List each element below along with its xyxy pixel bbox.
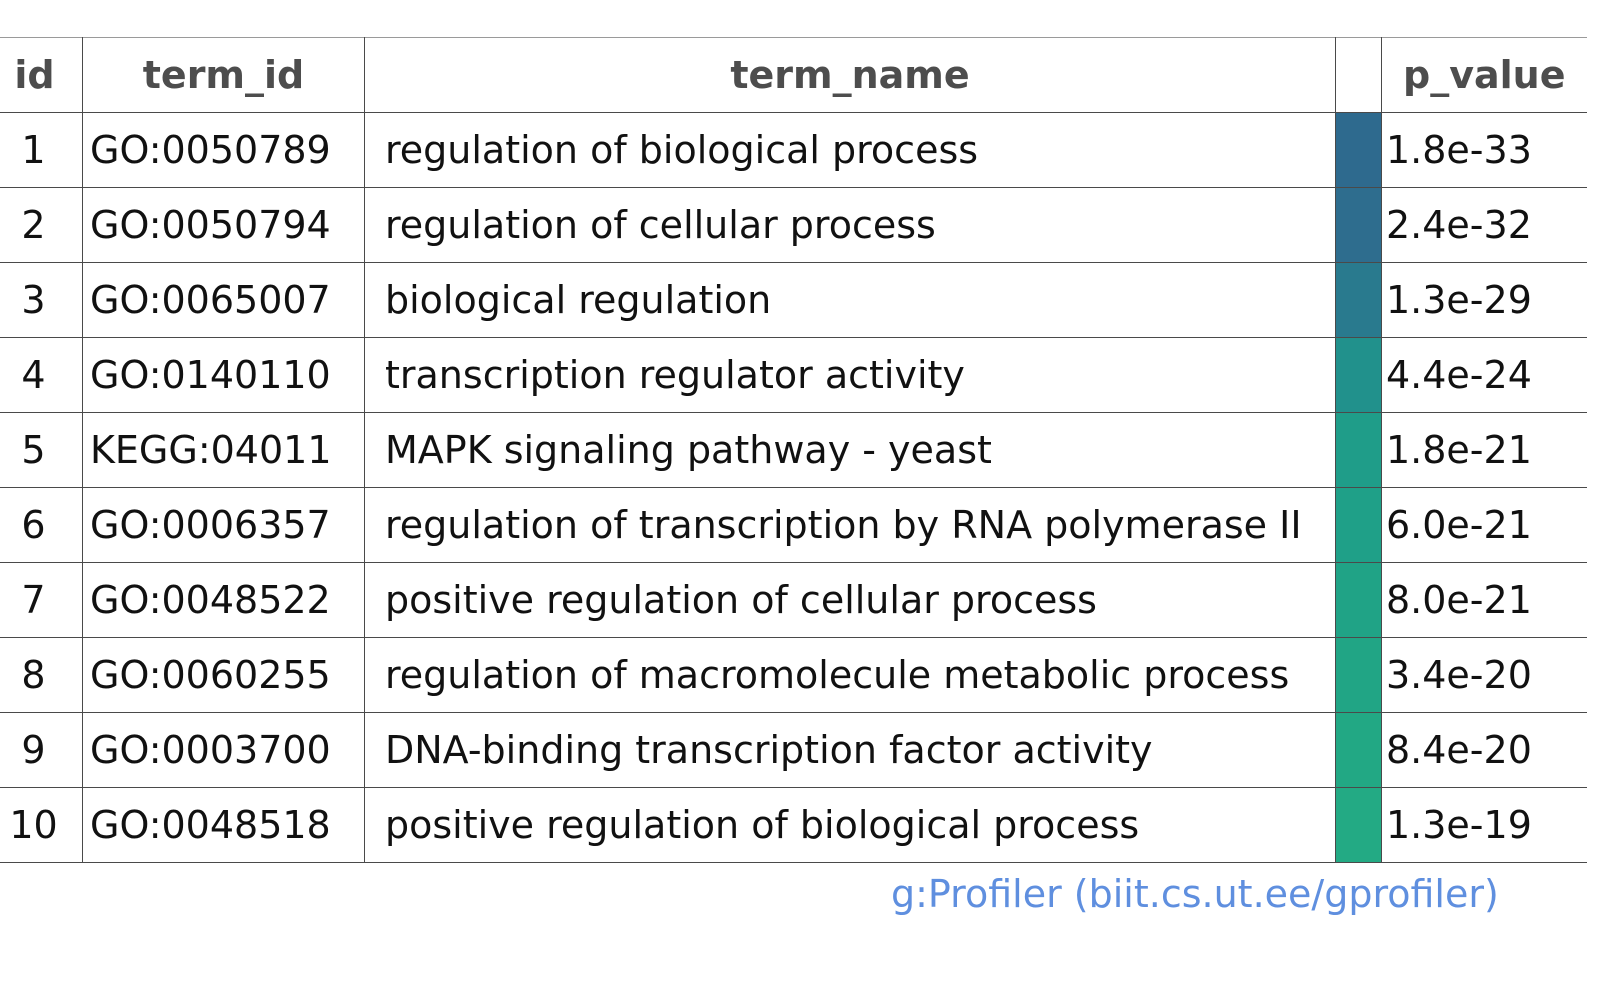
cell-significance-color bbox=[1335, 262, 1382, 338]
table-row: 10 GO:0048518 positive regulation of biolo… bbox=[0, 787, 1587, 863]
table-row: 2 GO:0050794 regulation of cellular proces… bbox=[0, 187, 1587, 263]
cell-id: 2 bbox=[0, 187, 83, 263]
table-row: 6 GO:0006357 regulation of transcription b… bbox=[0, 487, 1587, 563]
cell-p-value: 8.0e-21 bbox=[1381, 562, 1587, 638]
column-header-term-id: term_id bbox=[82, 37, 365, 113]
cell-term-name: biological regulation bbox=[364, 262, 1336, 338]
cell-significance-color bbox=[1335, 337, 1382, 413]
cell-term-id: GO:0003700 bbox=[82, 712, 365, 788]
cell-id: 4 bbox=[0, 337, 83, 413]
table-row: 7 GO:0048522 positive regulation of cellul… bbox=[0, 562, 1587, 638]
table-header-row: id term_id term_name p_value bbox=[0, 37, 1587, 113]
cell-term-name: transcription regulator activity bbox=[364, 337, 1336, 413]
cell-p-value: 6.0e-21 bbox=[1381, 487, 1587, 563]
cell-p-value: 4.4e-24 bbox=[1381, 337, 1587, 413]
gprofiler-credit-link[interactable]: g:Profiler (biit.cs.ut.ee/gprofiler) bbox=[891, 872, 1499, 916]
cell-term-id: GO:0050794 bbox=[82, 187, 365, 263]
cell-significance-color bbox=[1335, 487, 1382, 563]
cell-significance-color bbox=[1335, 412, 1382, 488]
cell-term-name: regulation of transcription by RNA polym… bbox=[364, 487, 1336, 563]
cell-significance-color bbox=[1335, 712, 1382, 788]
cell-id: 6 bbox=[0, 487, 83, 563]
cell-p-value: 2.4e-32 bbox=[1381, 187, 1587, 263]
table-row: 3 GO:0065007 biological regulation 1.3e-29 bbox=[0, 262, 1587, 338]
cell-id: 3 bbox=[0, 262, 83, 338]
cell-p-value: 1.8e-21 bbox=[1381, 412, 1587, 488]
cell-id: 5 bbox=[0, 412, 83, 488]
cell-significance-color bbox=[1335, 787, 1382, 863]
cell-term-id: GO:0065007 bbox=[82, 262, 365, 338]
cell-p-value: 1.3e-29 bbox=[1381, 262, 1587, 338]
cell-significance-color bbox=[1335, 112, 1382, 188]
cell-term-id: GO:0006357 bbox=[82, 487, 365, 563]
cell-term-id: GO:0050789 bbox=[82, 112, 365, 188]
cell-p-value: 3.4e-20 bbox=[1381, 637, 1587, 713]
table-row: 9 GO:0003700 DNA-binding transcription fac… bbox=[0, 712, 1587, 788]
cell-term-name: regulation of cellular process bbox=[364, 187, 1336, 263]
cell-term-id: GO:0060255 bbox=[82, 637, 365, 713]
cell-term-name: regulation of macromolecule metabolic pr… bbox=[364, 637, 1336, 713]
cell-p-value: 8.4e-20 bbox=[1381, 712, 1587, 788]
column-header-id: id bbox=[0, 37, 83, 113]
cell-term-name: regulation of biological process bbox=[364, 112, 1336, 188]
results-table: id term_id term_name p_value 1 GO:0050789… bbox=[0, 37, 1587, 863]
cell-p-value: 1.8e-33 bbox=[1381, 112, 1587, 188]
table-row: 1 GO:0050789 regulation of biological proc… bbox=[0, 112, 1587, 188]
cell-id: 7 bbox=[0, 562, 83, 638]
cell-id: 1 bbox=[0, 112, 83, 188]
cell-term-name: positive regulation of biological proces… bbox=[364, 787, 1336, 863]
cell-p-value: 1.3e-19 bbox=[1381, 787, 1587, 863]
cell-term-id: GO:0048518 bbox=[82, 787, 365, 863]
cell-id: 9 bbox=[0, 712, 83, 788]
cell-term-id: KEGG:04011 bbox=[82, 412, 365, 488]
cell-significance-color bbox=[1335, 187, 1382, 263]
cell-id: 10 bbox=[0, 787, 83, 863]
cell-id: 8 bbox=[0, 637, 83, 713]
cell-significance-color bbox=[1335, 637, 1382, 713]
cell-significance-color bbox=[1335, 562, 1382, 638]
column-header-p-value: p_value bbox=[1381, 37, 1587, 113]
table-row: 4 GO:0140110 transcription regulator activ… bbox=[0, 337, 1587, 413]
column-header-term-name: term_name bbox=[364, 37, 1336, 113]
cell-term-name: MAPK signaling pathway - yeast bbox=[364, 412, 1336, 488]
table-body: 1 GO:0050789 regulation of biological proc… bbox=[0, 112, 1587, 863]
table-row: 5 KEGG:04011 MAPK signaling pathway - yeas… bbox=[0, 412, 1587, 488]
cell-term-id: GO:0140110 bbox=[82, 337, 365, 413]
cell-term-name: positive regulation of cellular process bbox=[364, 562, 1336, 638]
cell-term-id: GO:0048522 bbox=[82, 562, 365, 638]
column-header-color bbox=[1335, 37, 1382, 113]
results-table-container: id term_id term_name p_value 1 GO:0050789… bbox=[0, 37, 1587, 863]
cell-term-name: DNA-binding transcription factor activit… bbox=[364, 712, 1336, 788]
table-row: 8 GO:0060255 regulation of macromolecule m… bbox=[0, 637, 1587, 713]
